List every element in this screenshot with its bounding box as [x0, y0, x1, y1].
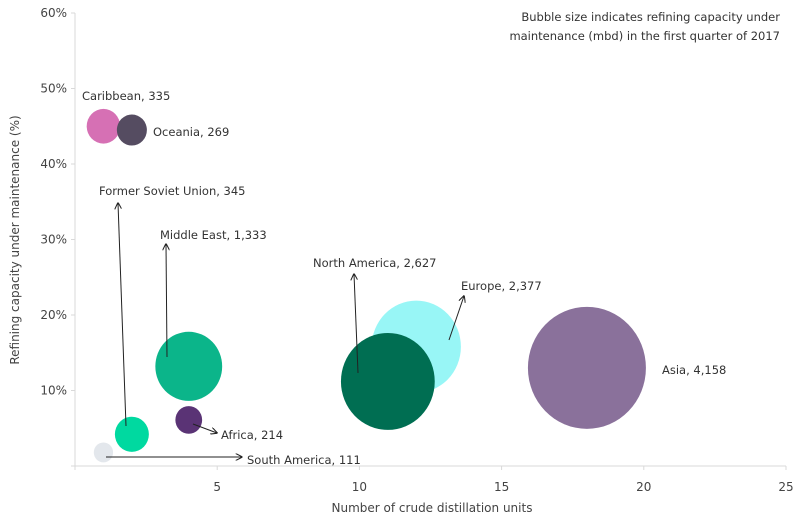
size-note-line-2: maintenance (mbd) in the first quarter o…	[509, 29, 780, 43]
bubble-asia	[527, 306, 646, 429]
bubble-caribbean	[86, 108, 121, 144]
x-tick-label: 10	[352, 480, 367, 494]
bubble-middle-east	[155, 331, 223, 401]
data-label: Asia, 4,158	[662, 363, 726, 377]
data-label: Middle East, 1,333	[160, 228, 267, 242]
y-tick-label: 40%	[40, 157, 67, 171]
leader-arrow	[448, 296, 464, 341]
leader-arrow	[166, 244, 167, 358]
y-axis-title: Refining capacity under maintenance (%)	[8, 115, 22, 364]
data-label: Oceania, 269	[153, 125, 229, 139]
y-tick-label: 20%	[40, 308, 67, 322]
data-label: Africa, 214	[221, 428, 283, 442]
y-tick-label: 30%	[40, 233, 67, 247]
leader-arrow	[192, 423, 217, 433]
data-label: Caribbean, 335	[82, 89, 170, 103]
x-tick-label: 15	[494, 480, 509, 494]
leader-arrow	[354, 274, 359, 374]
size-note-line-1: Bubble size indicates refining capacity …	[521, 10, 780, 24]
data-label: South America, 111	[247, 453, 361, 467]
x-tick-label: 25	[778, 480, 793, 494]
bubble-south-america	[93, 442, 114, 463]
data-label: North America, 2,627	[313, 256, 437, 270]
y-tick-label: 10%	[40, 384, 67, 398]
leader-arrow	[118, 203, 127, 427]
y-tick-label: 60%	[40, 6, 67, 20]
bubble-oceania	[116, 114, 147, 146]
y-tick-label: 50%	[40, 82, 67, 96]
x-tick-label: 20	[636, 480, 651, 494]
bubble-north-america	[340, 332, 435, 430]
data-label: Europe, 2,377	[461, 279, 542, 293]
bubble-africa	[175, 406, 203, 434]
bubble-former-soviet-union	[114, 416, 149, 452]
data-label: Former Soviet Union, 345	[99, 184, 246, 198]
x-axis-title: Number of crude distillation units	[332, 501, 533, 515]
x-tick-label: 5	[213, 480, 221, 494]
